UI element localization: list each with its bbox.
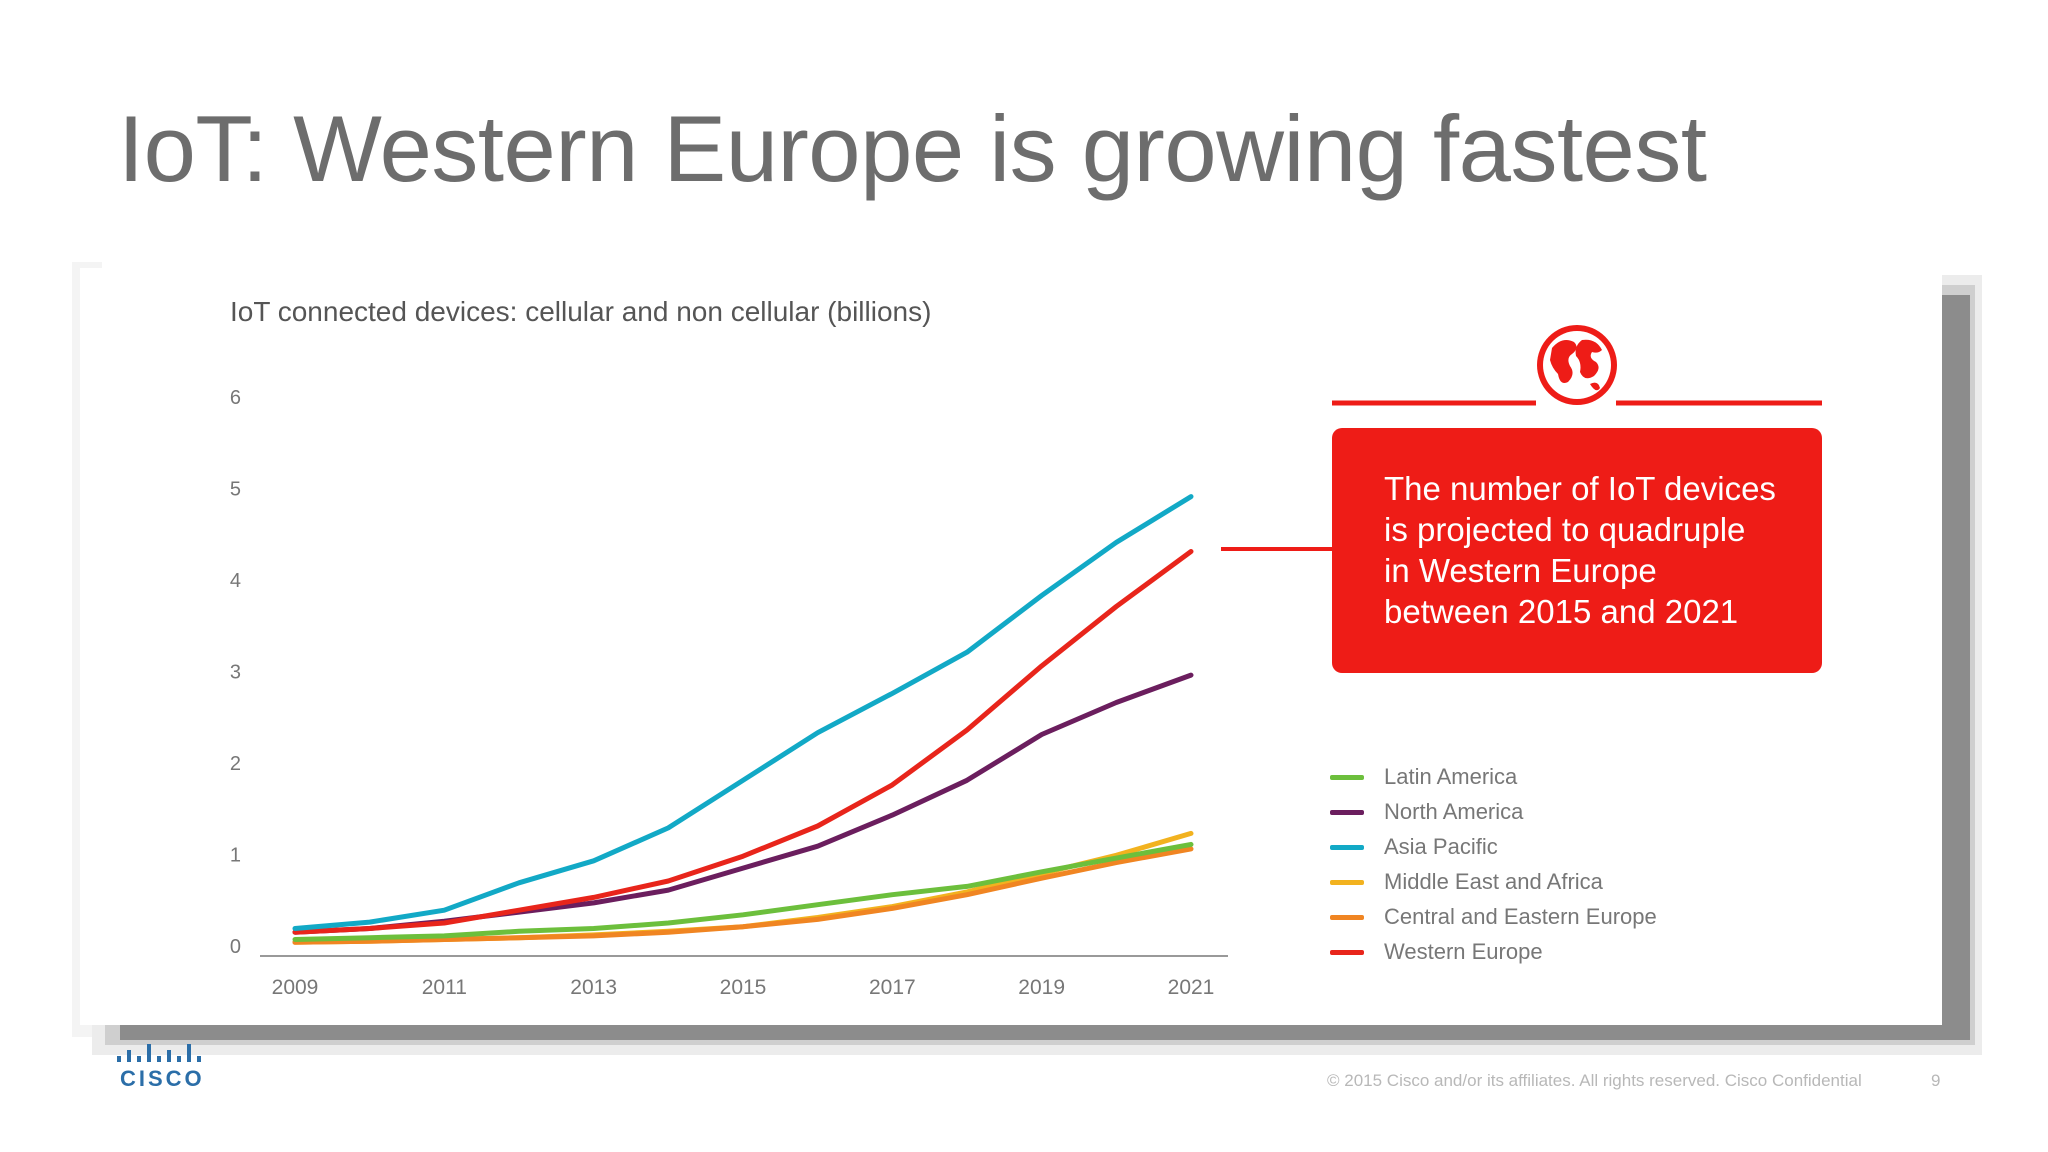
legend-label: Asia Pacific [1384, 834, 1498, 859]
series-line-latin-america [292, 841, 1194, 942]
y-tick-label: 4 [230, 570, 241, 592]
legend-swatch [1330, 949, 1364, 955]
legend-label: Western Europe [1384, 939, 1543, 964]
legend-swatch [1330, 914, 1364, 920]
callout-box [1332, 428, 1822, 673]
cisco-logo-text: CISCO [120, 1066, 205, 1091]
legend-item: Middle East and Africa [1330, 867, 1603, 897]
x-tick-label: 2021 [1168, 976, 1215, 999]
legend-swatch [1330, 774, 1364, 780]
x-tick-label: 2019 [1018, 976, 1065, 999]
legend-label: Central and Eastern Europe [1384, 904, 1657, 929]
chart-title: IoT connected devices: cellular and non … [230, 296, 932, 327]
x-tick-label: 2009 [272, 976, 319, 999]
series-line-central-and-eastern-europe [292, 846, 1194, 945]
globe-icon [1537, 325, 1617, 405]
x-tick-label: 2011 [422, 976, 467, 999]
footer-copyright: © 2015 Cisco and/or its affiliates. All … [1327, 1071, 1862, 1090]
x-tick-label: 2017 [869, 976, 916, 999]
y-tick-label: 2 [230, 753, 241, 775]
x-tick-label: 2015 [720, 976, 767, 999]
legend-item: North America [1330, 797, 1523, 827]
legend-label: North America [1384, 799, 1524, 824]
y-tick-label: 6 [230, 387, 241, 409]
legend-item: Central and Eastern Europe [1330, 902, 1657, 932]
legend-label: Latin America [1384, 764, 1518, 789]
slide-title: IoT: Western Europe is growing fastest [118, 96, 1707, 201]
legend-item: Western Europe [1330, 937, 1543, 967]
legend-swatch [1330, 844, 1364, 850]
legend-label: Middle East and Africa [1384, 869, 1603, 894]
series-line-north-america [292, 672, 1194, 935]
x-tick-label: 2013 [570, 976, 617, 999]
y-tick-label: 0 [230, 936, 241, 958]
series-line-western-europe [292, 549, 1194, 935]
cisco-logo-icon [117, 1044, 201, 1062]
legend-swatch [1330, 879, 1364, 885]
series-line-asia-pacific [292, 494, 1194, 931]
y-tick-label: 1 [230, 845, 241, 867]
y-tick-label: 3 [230, 662, 241, 684]
legend-item: Asia Pacific [1330, 832, 1498, 862]
callout-text: The number of IoT devices is projected t… [1384, 470, 1776, 630]
legend-swatch [1330, 809, 1364, 815]
page-number: 9 [1931, 1071, 1941, 1090]
y-tick-label: 5 [230, 479, 241, 501]
legend-item: Latin America [1330, 762, 1517, 792]
